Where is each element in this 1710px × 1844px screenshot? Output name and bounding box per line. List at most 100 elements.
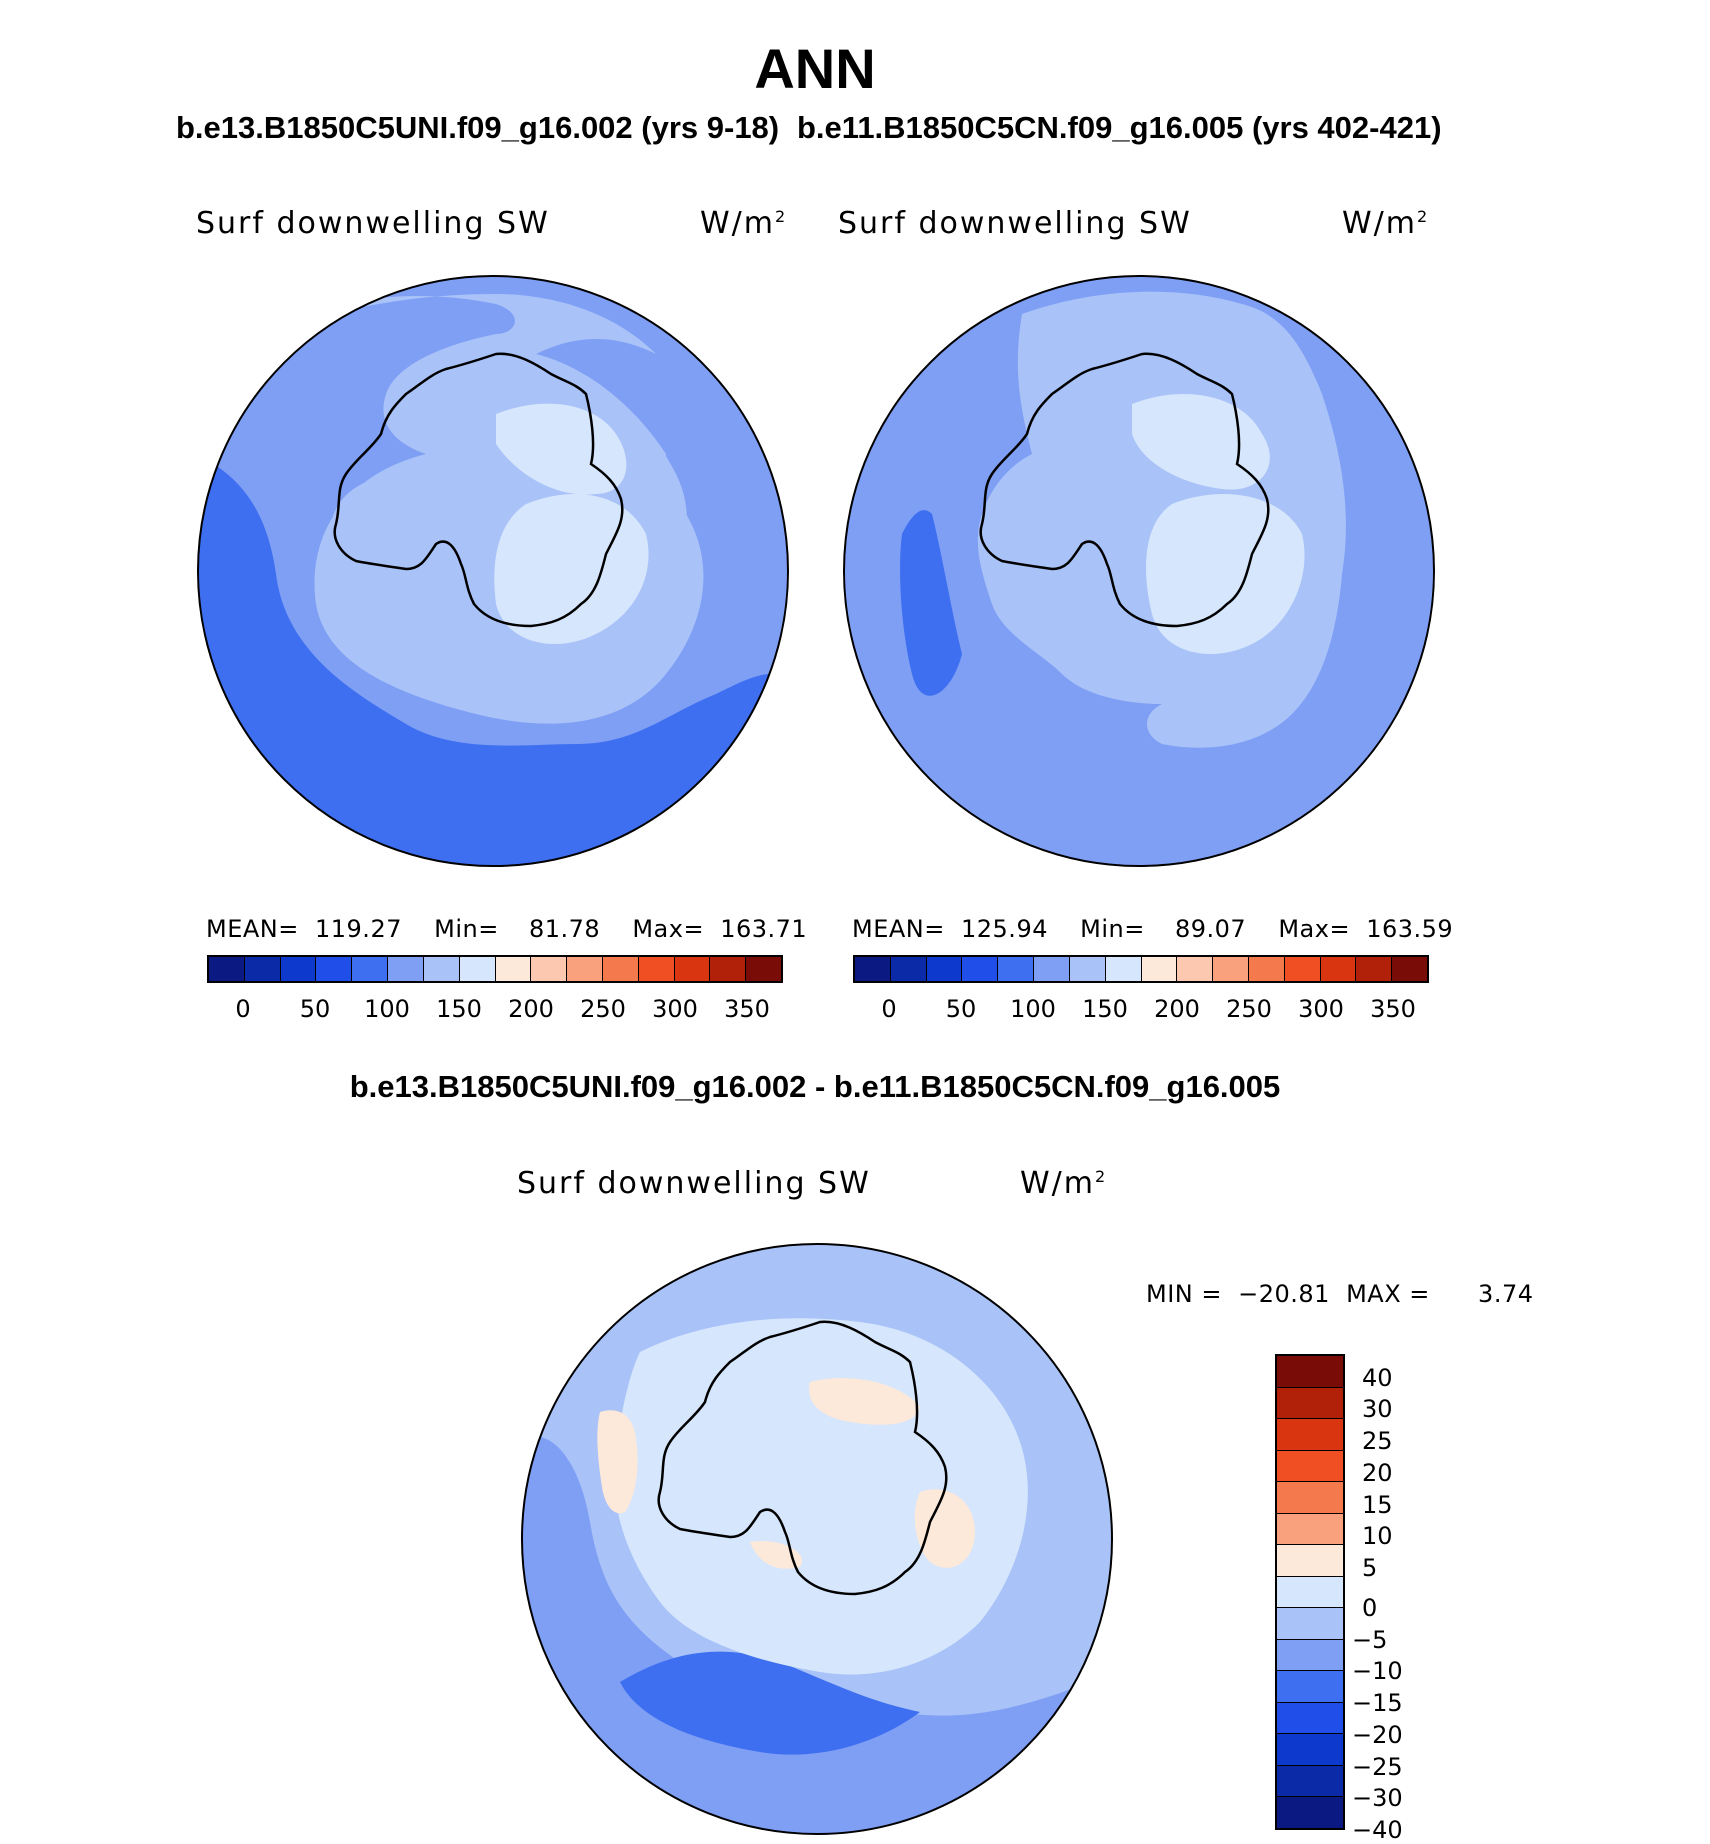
left-colorbar-swatch [638,957,675,981]
diff-colorbar-tick-label: −25 [1352,1752,1403,1781]
right-colorbar-swatch [998,957,1035,981]
diff-coastline [657,1320,948,1596]
left-colorbar [207,955,783,983]
diff-title: b.e13.B1850C5UNI.f09_g16.002 - b.e11.B18… [349,1069,1281,1104]
left-polar-map [197,275,789,867]
diff-polar-map [521,1243,1113,1835]
figure-title: ANN [754,37,876,100]
diff-colorbar-tick-label: 30 [1362,1395,1393,1424]
diff-colorbar-swatch [1277,1702,1343,1735]
left-max-label: Max= [632,915,705,943]
right-fill-low-sw [900,510,962,696]
diff-fill-positive-2 [809,1378,920,1425]
left-colorbar-swatch [674,957,711,981]
diff-colorbar-swatch [1277,1608,1343,1640]
diff-stats: MIN = −20.81 MAX = 3.74 [1146,1280,1533,1308]
right-fill-east-plateau [1146,494,1305,654]
diff-min-label: MIN = [1146,1280,1222,1308]
left-case-title: b.e13.B1850C5UNI.f09_g16.002 (yrs 9-18) [176,110,780,145]
left-colorbar-tick-label: 350 [724,995,770,1023]
diff-colorbar-tick-label: 40 [1362,1363,1393,1392]
diff-colorbar-tick-label: −20 [1352,1720,1403,1749]
left-colorbar-swatch [388,957,424,981]
right-colorbar-swatch [926,957,963,981]
right-colorbar-swatch [1356,957,1393,981]
left-coastline [333,352,624,628]
left-fill-low-sw [198,454,788,866]
right-colorbar [853,955,1429,983]
diff-fill-positive-1 [597,1410,638,1514]
left-colorbar-swatch [495,957,532,981]
left-colorbar-tick-label: 200 [508,995,554,1023]
right-max-label: Max= [1278,915,1351,943]
diff-colorbar [1275,1354,1345,1830]
left-colorbar-swatch [209,957,245,981]
left-units-label: W/m2 [700,206,788,241]
diff-colorbar-swatch [1277,1482,1343,1514]
left-colorbar-tick-label: 300 [652,995,698,1023]
left-colorbar-swatch [602,957,639,981]
diff-colorbar-swatch [1277,1419,1343,1451]
diff-fill-strong-negative [620,1651,920,1755]
diff-colorbar-tick-label: 10 [1362,1522,1393,1551]
right-colorbar-tick-label: 200 [1154,995,1200,1023]
diff-max-label: MAX = [1346,1280,1430,1308]
right-mean-label: MEAN= [852,915,945,943]
diff-variable-label: Surf downwelling SW [517,1166,871,1201]
right-colorbar-tick-label: 350 [1370,995,1416,1023]
diff-colorbar-swatch [1277,1671,1343,1703]
left-fill-plateau [496,403,627,495]
left-colorbar-tick-label: 150 [436,995,482,1023]
left-mean-label: MEAN= [206,915,299,943]
right-colorbar-swatch [1069,957,1106,981]
right-colorbar-tick-label: 250 [1226,995,1272,1023]
diff-colorbar-tick-label: −40 [1352,1816,1403,1844]
diff-colorbar-swatch [1277,1545,1343,1577]
diff-colorbar-tick-label: −30 [1352,1784,1403,1813]
left-colorbar-swatch [280,957,317,981]
diff-colorbar-swatch [1277,1639,1343,1672]
diff-colorbar-swatch [1277,1450,1343,1483]
diff-colorbar-swatch [1277,1797,1343,1828]
right-fill-plateau [1132,394,1270,490]
left-colorbar-swatch [459,957,496,981]
left-stats: MEAN= 119.27 Min= 81.78 Max= 163.71 [206,915,807,943]
right-colorbar-tick-label: 300 [1298,995,1344,1023]
right-polar-map [843,275,1435,867]
left-colorbar-swatch [423,957,460,981]
left-colorbar-tick-label: 0 [235,995,251,1023]
right-stats: MEAN= 125.94 Min= 89.07 Max= 163.59 [852,915,1453,943]
right-min-value: 89.07 [1174,915,1247,943]
right-case-title: b.e11.B1850C5CN.f09_g16.005 (yrs 402-421… [797,110,1442,145]
left-colorbar-ticks: 0 50 100 150 200 250 300 350 [207,995,783,1025]
right-colorbar-swatch [1320,957,1357,981]
left-colorbar-tick-label: 100 [364,995,410,1023]
left-colorbar-swatch [746,957,781,981]
diff-colorbar-tick-label: 20 [1362,1458,1393,1487]
diff-max-value: 3.74 [1478,1280,1534,1308]
left-colorbar-tick-label: 250 [580,995,626,1023]
right-colorbar-swatch [890,957,927,981]
diff-colorbar-tick-label: 5 [1362,1554,1378,1583]
right-colorbar-swatch [1177,957,1214,981]
diff-units-label: W/m2 [1020,1166,1108,1201]
right-mean-value: 125.94 [961,915,1048,943]
right-colorbar-swatch [1284,957,1321,981]
right-colorbar-tick-label: 50 [945,995,977,1023]
right-colorbar-tick-label: 100 [1010,995,1056,1023]
diff-fill-positive-3 [914,1489,975,1568]
right-colorbar-swatch [855,957,891,981]
right-coastline [979,352,1270,628]
left-colorbar-swatch [352,957,389,981]
diff-colorbar-tick-label: −5 [1352,1625,1388,1654]
diff-fill-mid-negative [522,1436,1112,1834]
right-colorbar-swatch [1141,957,1178,981]
left-fill-east-plateau [494,494,649,644]
right-colorbar-swatch [1213,957,1249,981]
right-colorbar-swatch [1034,957,1070,981]
left-colorbar-swatch [531,957,568,981]
right-variable-label: Surf downwelling SW [838,206,1192,241]
right-colorbar-tick-label: 0 [881,995,897,1023]
left-colorbar-swatch [567,957,603,981]
left-colorbar-swatch [244,957,281,981]
